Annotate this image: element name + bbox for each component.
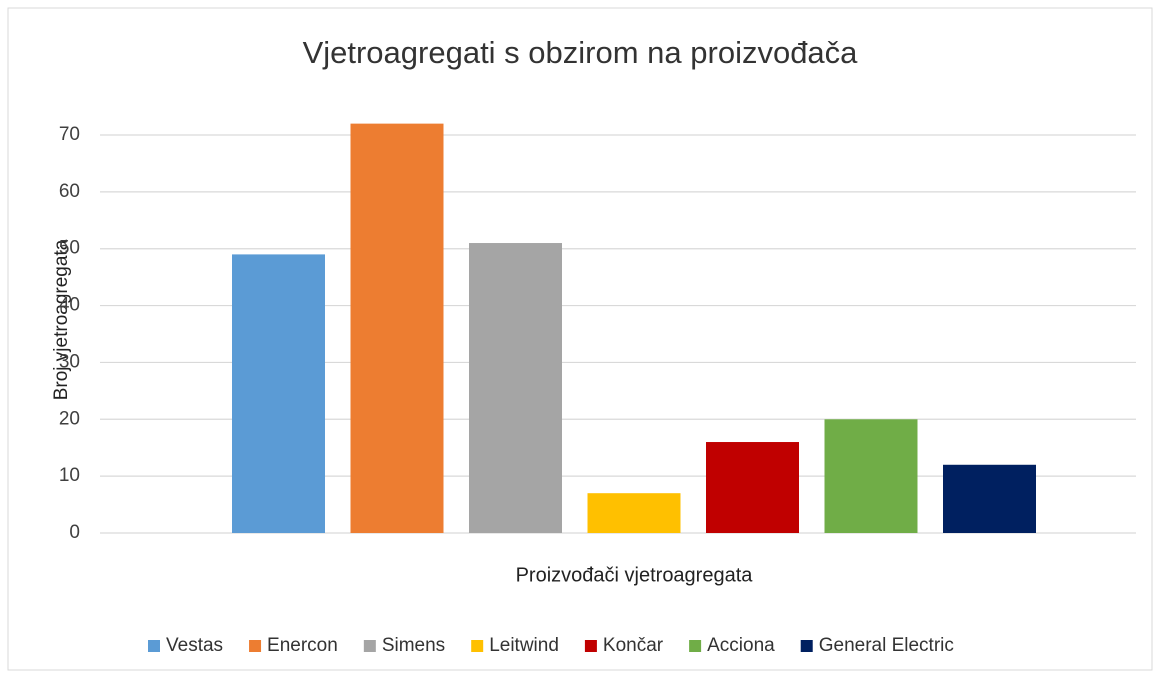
bar [943,464,1036,533]
legend-swatch [800,640,813,652]
y-tick-label: 30 [59,351,80,372]
y-axis-title: Broj vjetroagregata [51,239,72,400]
legend-label: Enercon [267,635,338,656]
y-tick-label: 70 [59,124,80,145]
legend-label: Vestas [166,635,223,656]
y-tick-label: 20 [59,408,80,429]
legend-label: Simens [382,635,445,656]
y-tick-label: 50 [59,238,80,259]
legend-label: Leitwind [489,635,559,656]
chart-title: Vjetroagregati s obzirom na proizvođača [303,35,859,70]
legend-label: Acciona [707,635,775,656]
bar [587,493,681,533]
legend-swatch [363,640,376,652]
legend-label: Končar [603,635,664,656]
legend-label: General Electric [819,635,954,656]
y-tick-label: 60 [59,181,80,202]
legend-swatch [148,640,160,652]
y-tick-label: 40 [59,295,80,316]
bar [469,243,562,533]
y-tick-label: 0 [69,522,80,543]
legend-swatch [471,640,484,652]
chart-border [7,7,1153,671]
legend-swatch [249,640,262,652]
bar [350,123,444,533]
y-tick-label: 10 [59,465,80,486]
bar [824,419,918,533]
bar [706,442,799,533]
x-axis-title: Proizvođači vjetroagregata [516,564,754,586]
legend-swatch [584,640,597,652]
bar [232,254,325,533]
legend-swatch [689,640,702,652]
